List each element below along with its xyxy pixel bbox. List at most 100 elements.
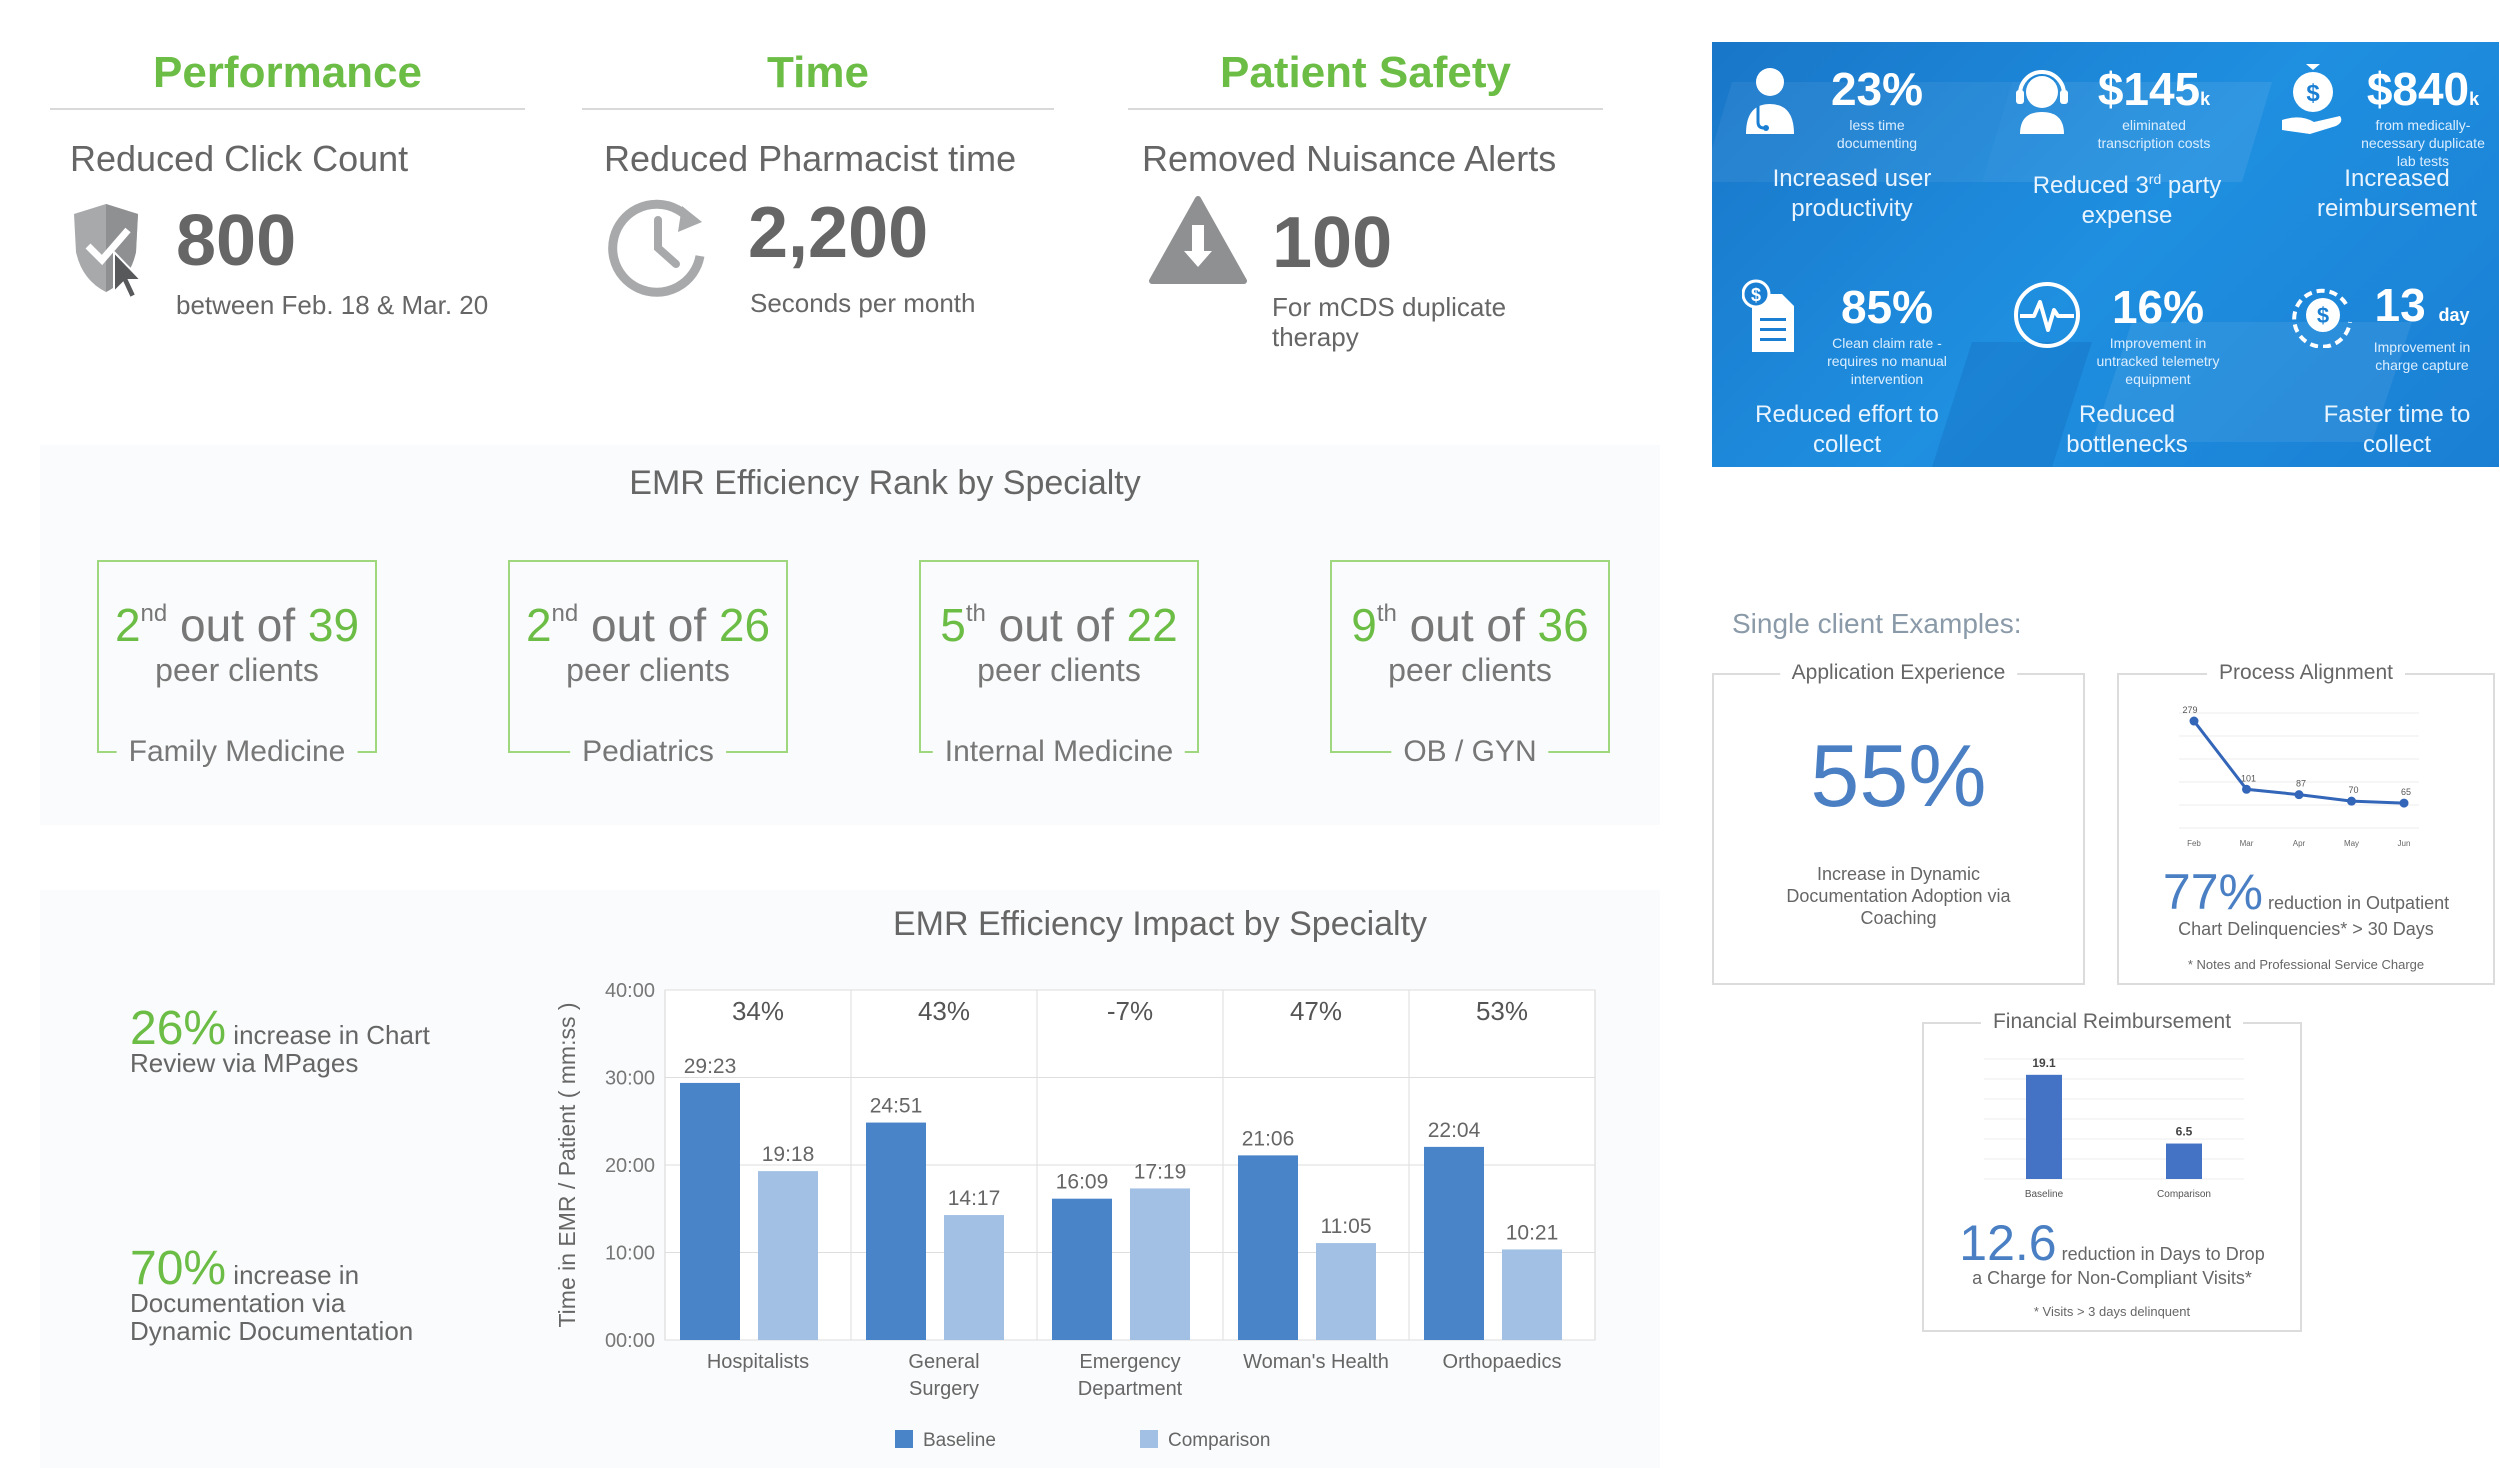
pct-change-label: 34% xyxy=(732,996,784,1026)
bar xyxy=(2166,1143,2202,1179)
specialty-label: Family Medicine xyxy=(116,735,358,769)
out-of: out of xyxy=(180,599,296,651)
dollar-cycle-icon: $ xyxy=(2290,282,2356,349)
x-tick-label: Orthopaedics xyxy=(1443,1351,1562,1373)
legend-label: Baseline xyxy=(923,1430,996,1451)
specialty-label: OB / GYN xyxy=(1391,735,1549,769)
single-client-heading: Single client Examples: xyxy=(1732,608,2022,639)
y-axis-label: Time in EMR / Patient ( mm:ss ) xyxy=(554,1002,580,1327)
bar-value-label: 29:23 xyxy=(684,1055,737,1078)
rank-card: 2nd out of 26 peer clients Pediatrics xyxy=(508,560,788,769)
card-text: Increase in Dynamic xyxy=(1816,864,1981,884)
legend-label: Comparison xyxy=(1168,1430,1270,1451)
financial-value: 12.6 xyxy=(1959,1215,2057,1271)
kpi-detail: equipment xyxy=(2125,371,2191,387)
kpi-unit: k xyxy=(2200,89,2211,109)
rank-number: 2 xyxy=(525,599,552,651)
doctor-icon xyxy=(1740,64,1800,136)
card-title: Process Alignment xyxy=(2207,661,2405,685)
heartbeat-icon xyxy=(2012,280,2082,350)
stat-value: 26% xyxy=(130,1002,227,1055)
x-tick-label: Hospitalists xyxy=(707,1351,809,1373)
bar-value-label: 6.5 xyxy=(2176,1125,2193,1139)
app-exp-value: 55% xyxy=(1810,726,1987,825)
patient-safety-subtitle: Removed Nuisance Alerts xyxy=(1142,138,1557,179)
x-tick-label: Jun xyxy=(2398,839,2411,848)
time-value: 2,200 xyxy=(748,193,929,273)
bar-value-label: 19:18 xyxy=(762,1143,815,1166)
bar-value-label: 22:04 xyxy=(1428,1119,1481,1142)
rank-total: 39 xyxy=(307,599,360,651)
stat-value: 70% xyxy=(130,1242,227,1295)
rank-card: 9th out of 36 peer clients OB / GYN xyxy=(1330,560,1610,769)
financial-bar-chart: 19.1 Baseline 6.5 Comparison xyxy=(1984,1056,2244,1200)
kpi-label: reimbursement xyxy=(2316,195,2478,222)
kpi-label: collect xyxy=(2362,431,2432,458)
kpi-detail: untracked telemetry xyxy=(2096,353,2220,369)
rank-number: 2 xyxy=(114,599,141,651)
data-point xyxy=(2294,790,2304,800)
bar-value-label: 16:09 xyxy=(1056,1171,1109,1194)
divider xyxy=(50,108,525,110)
bar-baseline xyxy=(866,1122,926,1340)
out-of: out of xyxy=(1409,599,1525,651)
patient-safety-note: therapy xyxy=(1272,322,1359,352)
kpi-label: Increased user xyxy=(1772,165,1932,192)
kpi-detail: Improvement in xyxy=(2109,335,2207,351)
pct-change-label: 43% xyxy=(918,996,970,1026)
time-subtitle: Reduced Pharmacist time xyxy=(604,138,1017,179)
kpi-label: bottlenecks xyxy=(2066,431,2188,458)
bar-value-label: 14:17 xyxy=(948,1187,1001,1210)
rank-card: 2nd out of 39 peer clients Family Medicine xyxy=(97,560,377,769)
process-value: 77% xyxy=(2162,864,2263,920)
kpi-label: collect xyxy=(1812,431,1882,458)
point-label: 101 xyxy=(2241,773,2256,783)
svg-text:$: $ xyxy=(2306,80,2320,107)
bar-value-label: 21:06 xyxy=(1242,1127,1295,1150)
x-tick-label: Woman's Health xyxy=(1243,1351,1389,1373)
rank-suffix: nd xyxy=(140,600,168,627)
y-tick-label: 40:00 xyxy=(605,980,655,1002)
kpi-panel: 23% less time documenting Increased user… xyxy=(1712,42,2499,467)
kpi-value: $145 xyxy=(2097,63,2201,115)
kpi-label: Reduced 3rd party xyxy=(2032,171,2222,199)
application-experience-card: Application Experience 55% Increase in D… xyxy=(1712,661,2085,985)
patient-safety-header: Patient Safety xyxy=(1220,48,1511,97)
kpi-label: Faster time to xyxy=(2323,401,2471,428)
card-title: Financial Reimbursement xyxy=(1980,1010,2244,1034)
card-text: Coaching xyxy=(1860,908,1937,928)
x-tick-label: May xyxy=(2344,839,2359,848)
y-tick-label: 10:00 xyxy=(605,1243,655,1265)
x-tick-label: Surgery xyxy=(909,1378,979,1400)
bar-comparison xyxy=(1502,1249,1562,1340)
performance-value: 800 xyxy=(176,201,297,281)
point-label: 65 xyxy=(2401,787,2411,797)
kpi-value: 16% xyxy=(2111,281,2205,333)
bar-value-label: 10:21 xyxy=(1506,1221,1559,1244)
data-point xyxy=(2399,798,2409,808)
x-tick-label: Comparison xyxy=(2157,1189,2211,1200)
card-text: Documentation Adoption via xyxy=(1786,886,2011,906)
performance-subtitle: Reduced Click Count xyxy=(70,138,409,179)
svg-text:$: $ xyxy=(2317,303,2329,328)
financial-reimbursement-card: Financial Reimbursement 19.1 Baseline 6.5 C… xyxy=(1922,1010,2302,1332)
kpi-label: Increased xyxy=(2344,165,2450,192)
kpi-value: 23% xyxy=(1830,63,1924,115)
kpi-value: $840 xyxy=(2366,63,2470,115)
kpi-value: 13 xyxy=(2374,279,2426,331)
point-label: 70 xyxy=(2348,785,2358,795)
x-tick-label: Department xyxy=(1078,1378,1183,1400)
rank-total: 26 xyxy=(718,599,771,651)
y-tick-label: 00:00 xyxy=(605,1330,655,1352)
card-text: Chart Delinquencies* > 30 Days xyxy=(2178,919,2434,939)
data-point xyxy=(2189,716,2199,726)
rank-total: 22 xyxy=(1126,599,1178,651)
out-of: out of xyxy=(998,599,1114,651)
rank-number: 9 xyxy=(1351,599,1377,651)
rank-card: 5th out of 22 peer clients Internal Medici… xyxy=(919,560,1199,769)
peer-clients: peer clients xyxy=(566,652,730,688)
warning-icon xyxy=(1148,195,1248,287)
legend-swatch xyxy=(1140,1430,1158,1448)
kpi-unit: day xyxy=(2438,305,2470,325)
pct-change-label: 53% xyxy=(1476,996,1528,1026)
